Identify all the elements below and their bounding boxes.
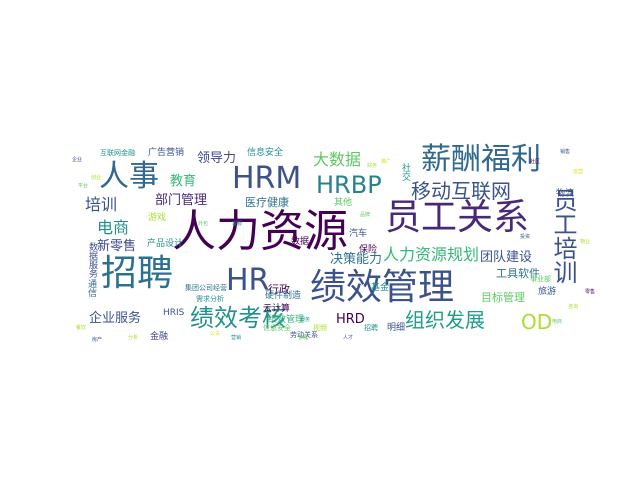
word: OD (521, 310, 553, 334)
word: 通信 (86, 279, 96, 297)
word: 劳动关系 (290, 331, 318, 339)
word: 行政 (268, 283, 290, 296)
word: 基金 (371, 283, 390, 293)
word: 组织发展 (405, 308, 485, 332)
word: 零售 (585, 289, 596, 295)
word: 游戏 (148, 213, 167, 223)
word: 投资 (520, 234, 531, 240)
word: 绩效管理 (268, 315, 305, 325)
word: 企业 (72, 157, 83, 163)
word: 移动互联网 (411, 179, 511, 203)
word: 人力资源规划 (383, 245, 480, 264)
word: HR (226, 263, 270, 298)
word: 外包 (198, 221, 209, 227)
word: 集团公司经营 (185, 284, 227, 292)
word: 营销 (231, 335, 242, 341)
word: 人力资源 (172, 206, 348, 257)
word: 数据 (291, 237, 310, 247)
word: 运营 (573, 169, 584, 175)
word: 企业服务 (89, 311, 142, 326)
word: 旅游 (538, 287, 557, 297)
word: 需求分析 (196, 295, 224, 303)
word: 医疗健康 (245, 196, 289, 209)
word: 数据服务 (87, 242, 97, 278)
word: HRM (232, 161, 302, 196)
word: 决策能力 (330, 252, 383, 267)
word: 云计算 (263, 304, 291, 314)
word: 财务 (367, 163, 378, 169)
word: 房产 (92, 337, 103, 343)
word: 人才 (343, 335, 354, 341)
word: 平台 (78, 183, 89, 189)
word: 人事 (99, 159, 159, 194)
word: 服务 (300, 317, 311, 323)
word: 产品设计 (147, 239, 184, 249)
word: 招聘 (101, 253, 174, 294)
word: 广告营销 (148, 148, 185, 158)
word: 绩效考核 (190, 304, 286, 332)
word: 新零售 (97, 239, 137, 254)
word: 物业 (580, 239, 591, 245)
word: 视频 (313, 324, 327, 332)
word: HRBP (316, 171, 382, 199)
word: 领导力 (197, 151, 237, 166)
word: 招聘 (364, 324, 378, 332)
word: 部门管理 (155, 193, 208, 208)
word: 汽车 (349, 229, 368, 239)
word: 信息安全 (263, 324, 291, 332)
word: 金融 (150, 332, 169, 342)
word: 硬件制造 (265, 291, 302, 301)
word: 保险 (359, 245, 378, 255)
word: 培训 (85, 195, 118, 214)
word: 薪酬福利 (421, 142, 541, 177)
word: 明细 (387, 323, 406, 333)
word: 员工关系 (385, 197, 530, 238)
word: 其他 (334, 198, 353, 208)
word: 互联网金融 (100, 149, 135, 157)
word: 推广 (381, 159, 392, 165)
word: 电商 (97, 218, 130, 237)
word: 事业部 (530, 275, 551, 283)
word: 管理 (298, 335, 309, 341)
word: 员工培训 (549, 188, 577, 284)
word: 销售 (560, 149, 571, 155)
word: HRIS (163, 308, 185, 318)
word: HRD (336, 312, 365, 327)
word: 绩效管理 (310, 267, 455, 308)
word: 物流 (556, 189, 575, 199)
word: 教育 (170, 174, 197, 189)
word: 团队建设 (480, 250, 533, 265)
word: 客服 (232, 221, 243, 227)
word: 社交 (400, 163, 410, 181)
word: 咨询 (568, 304, 579, 310)
word: 目标管理 (481, 291, 525, 304)
word: 电商 (552, 319, 563, 325)
word: 公关 (210, 331, 221, 337)
word: 信息安全 (247, 148, 284, 158)
word: 社区 (530, 159, 541, 165)
word: 餐饮 (76, 325, 87, 331)
word: 大数据 (313, 150, 362, 169)
word: 工具软件 (496, 267, 540, 280)
word: 创业 (91, 175, 102, 181)
word: 品牌 (360, 212, 371, 218)
word: 分析 (128, 335, 139, 341)
